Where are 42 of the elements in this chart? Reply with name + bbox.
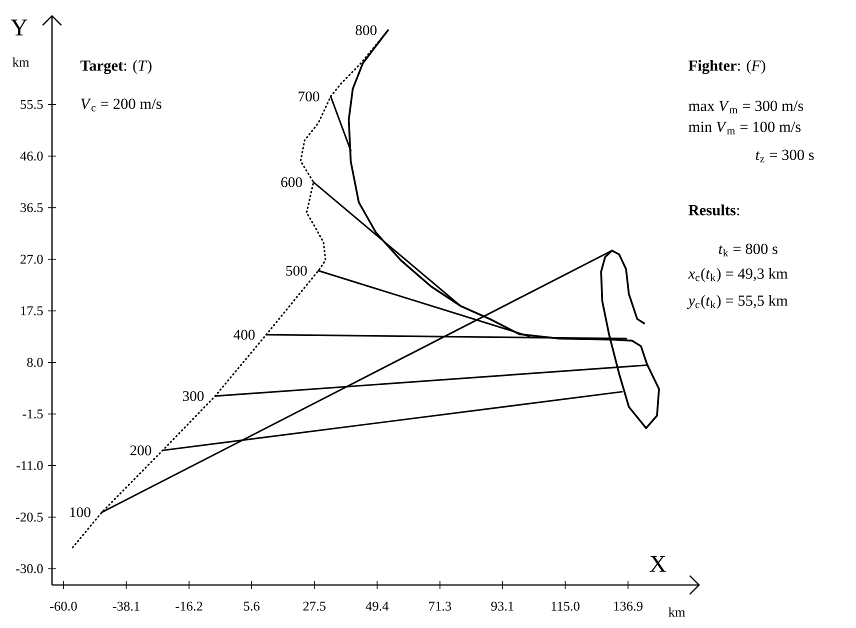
y-tick-label: 8.0 [27, 358, 43, 367]
x-tick-label: 93.1 [491, 602, 514, 611]
x-axis-title: X [650, 556, 666, 572]
y-tick-label: 36.5 [20, 203, 43, 212]
y-tick-label: -20.5 [16, 512, 43, 522]
annotation: 500 [286, 266, 307, 276]
text: km [668, 607, 686, 617]
y-tick-label: 27.0 [20, 254, 43, 264]
annotation: 100 [70, 507, 90, 518]
annotation: x$_{c}$(t$_{k}$) = 49,3 km [688, 268, 788, 282]
annotation: Target: (T) [80, 60, 152, 74]
y-tick-label: -11.0 [16, 461, 43, 470]
annotation: y$_{c}$(t$_{k}$) = 55,5 km [687, 295, 788, 309]
annotation: 400 [234, 330, 255, 340]
x-tick-label: -60.0 [50, 602, 77, 611]
text: t$_{k}$ = 800 s [718, 244, 778, 256]
x-tick-label: 71.3 [429, 602, 452, 611]
annotation: 300 [182, 391, 204, 402]
x-tick-label: 27.5 [303, 602, 326, 611]
y-tick-label: 55.5 [20, 100, 43, 110]
y-tick-label: -30.0 [16, 564, 43, 574]
annotation: 600 [281, 177, 302, 188]
annotation: 200 [130, 445, 152, 456]
x-tick-label: 115.0 [552, 602, 580, 611]
y-tick-label: 46.0 [20, 152, 43, 161]
y-tick-label: -1.5 [22, 410, 43, 418]
y-tick-label: 17.5 [21, 306, 43, 316]
annotation: max V$_{m}$ = 300 m/s [688, 100, 804, 114]
x-tick-label: 136.9 [614, 602, 642, 611]
annotation: Fighter: (F) [688, 60, 766, 74]
annotation: 700 [298, 91, 320, 102]
text: t$_{z}$ = 300 s [756, 150, 814, 162]
x-tick-label: -38.1 [112, 602, 140, 611]
y-axis-title: Y [10, 20, 28, 36]
annotation: V$_{c}$ = 200 m/s [81, 98, 162, 112]
text: km [12, 57, 30, 67]
annotation: min V$_{m}$ = 100 m/s [688, 122, 801, 134]
x-tick-label: 49.4 [366, 602, 389, 611]
annotation: Results: [688, 204, 739, 216]
x-tick-label: 5.6 [244, 602, 260, 611]
x-tick-label: -16.2 [176, 602, 202, 611]
annotation: 800 [356, 25, 377, 36]
